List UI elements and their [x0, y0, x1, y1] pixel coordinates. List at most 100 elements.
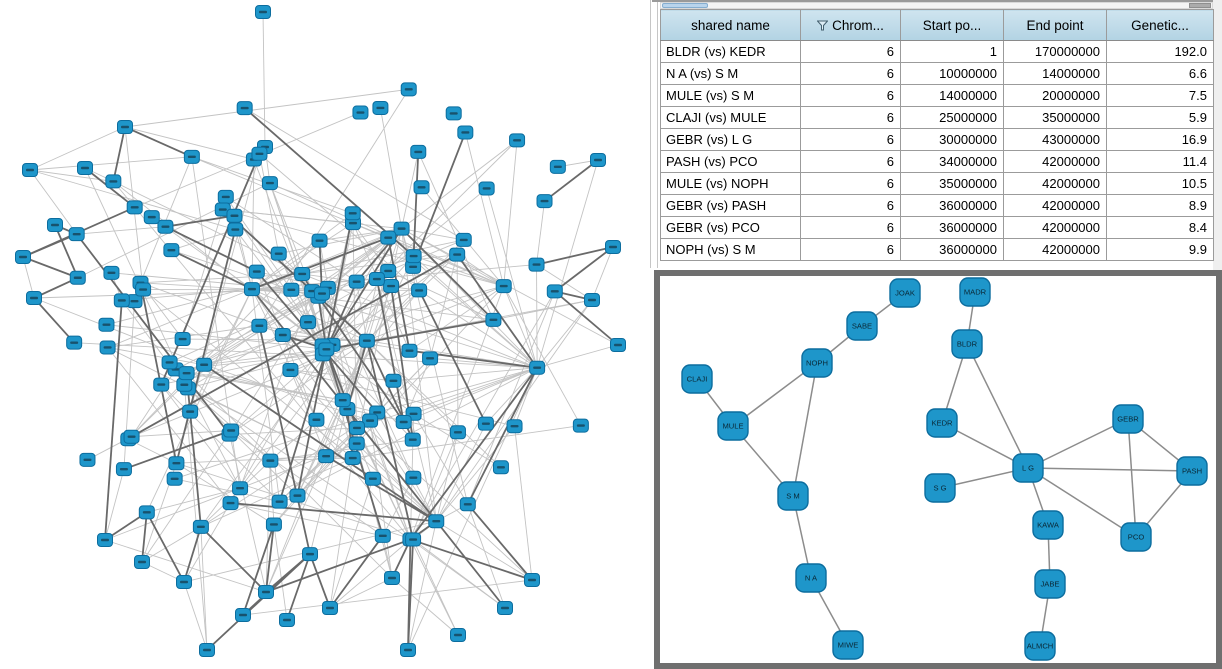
- network-edge[interactable]: [258, 325, 311, 555]
- table-cell[interactable]: 36000000: [900, 238, 1004, 261]
- table-cell[interactable]: 8.4: [1106, 216, 1214, 239]
- network-node[interactable]: [405, 532, 422, 547]
- table-cell[interactable]: 35000000: [1003, 106, 1107, 129]
- network-edge[interactable]: [514, 426, 533, 581]
- network-edge[interactable]: [301, 273, 538, 369]
- network-node[interactable]: [405, 249, 422, 264]
- network-edge[interactable]: [366, 285, 504, 342]
- network-edge-l-g-pco[interactable]: [1027, 467, 1137, 538]
- network-edge[interactable]: [22, 256, 79, 279]
- table-cell[interactable]: BLDR (vs) KEDR: [660, 40, 801, 63]
- network-node[interactable]: [549, 159, 566, 174]
- network-edge[interactable]: [183, 384, 208, 651]
- table-cell[interactable]: 43000000: [1003, 128, 1107, 151]
- network-edge[interactable]: [536, 246, 614, 266]
- network-edge[interactable]: [160, 384, 241, 489]
- network-edge-bldr-l-g[interactable]: [966, 343, 1029, 469]
- node-kedr[interactable]: KEDR: [926, 408, 958, 438]
- network-edge[interactable]: [435, 299, 593, 522]
- table-cell[interactable]: 25000000: [900, 106, 1004, 129]
- network-edge[interactable]: [229, 427, 358, 436]
- network-node[interactable]: [348, 274, 365, 289]
- network-edge[interactable]: [387, 237, 411, 351]
- network-edge[interactable]: [537, 344, 619, 369]
- network-node[interactable]: [605, 240, 621, 254]
- network-edge[interactable]: [393, 367, 538, 382]
- network-node[interactable]: [26, 291, 42, 305]
- network-node[interactable]: [243, 282, 260, 297]
- table-row[interactable]: PASH (vs) PCO 6 34000000 42000000 11.4: [660, 150, 1214, 173]
- network-node[interactable]: [449, 247, 466, 262]
- network-edge[interactable]: [377, 367, 538, 413]
- network-node[interactable]: [584, 293, 600, 307]
- network-node[interactable]: [115, 462, 132, 477]
- network-edge[interactable]: [200, 526, 267, 593]
- network-edge[interactable]: [146, 511, 185, 583]
- network-edge[interactable]: [435, 520, 506, 609]
- network-edge[interactable]: [325, 228, 403, 350]
- network-edge[interactable]: [309, 553, 331, 609]
- node-pco[interactable]: PCO: [1120, 522, 1152, 552]
- network-edge[interactable]: [186, 372, 393, 579]
- network-edge[interactable]: [146, 487, 241, 513]
- network-node[interactable]: [322, 601, 338, 615]
- network-node[interactable]: [262, 453, 279, 468]
- network-node[interactable]: [103, 265, 120, 280]
- table-hscrollbar[interactable]: [660, 2, 1213, 9]
- network-node[interactable]: [270, 246, 287, 261]
- network-edge[interactable]: [104, 539, 267, 593]
- network-edge[interactable]: [456, 254, 459, 433]
- network-edge[interactable]: [352, 222, 410, 351]
- network-edge[interactable]: [291, 289, 538, 369]
- network-edge[interactable]: [29, 169, 78, 235]
- network-edge[interactable]: [401, 228, 464, 241]
- network-edge[interactable]: [401, 139, 518, 229]
- network-edge[interactable]: [464, 132, 505, 287]
- network-node[interactable]: [318, 449, 335, 464]
- network-node[interactable]: [15, 250, 31, 264]
- network-edge[interactable]: [329, 535, 384, 609]
- network-node[interactable]: [455, 232, 472, 247]
- network-node[interactable]: [279, 613, 295, 627]
- table-row[interactable]: MULE (vs) S M 6 14000000 20000000 7.5: [660, 84, 1214, 107]
- network-edge[interactable]: [123, 429, 232, 471]
- network-edge[interactable]: [391, 577, 459, 636]
- network-node[interactable]: [178, 366, 195, 381]
- network-edge[interactable]: [536, 201, 545, 265]
- network-edge[interactable]: [413, 413, 469, 505]
- network-edge[interactable]: [388, 239, 464, 272]
- network-edge[interactable]: [554, 290, 619, 346]
- table-cell[interactable]: 5.9: [1106, 106, 1214, 129]
- network-edge[interactable]: [536, 264, 538, 368]
- network-node[interactable]: [22, 163, 38, 177]
- table-cell[interactable]: 6: [800, 172, 901, 195]
- small-network-panel[interactable]: JOAK MADR SABE BLDR NOPH CLAJI KEDR MULE GEBR L G…: [654, 270, 1222, 669]
- network-node[interactable]: [344, 206, 361, 221]
- network-edge[interactable]: [139, 282, 178, 464]
- network-node[interactable]: [411, 283, 428, 298]
- table-cell[interactable]: 6: [800, 106, 901, 129]
- network-edge[interactable]: [270, 457, 353, 462]
- network-edge[interactable]: [413, 255, 538, 369]
- network-node[interactable]: [176, 377, 193, 392]
- network-edge[interactable]: [317, 296, 358, 444]
- network-node[interactable]: [400, 82, 417, 97]
- network-node[interactable]: [199, 643, 215, 657]
- network-edge[interactable]: [290, 369, 515, 427]
- network-edge[interactable]: [325, 455, 437, 522]
- network-node[interactable]: [301, 547, 318, 562]
- network-node[interactable]: [449, 425, 466, 440]
- network-edge[interactable]: [279, 455, 327, 502]
- network-edge[interactable]: [176, 462, 275, 525]
- network-edge[interactable]: [382, 477, 414, 537]
- network-node[interactable]: [536, 194, 553, 209]
- network-node[interactable]: [235, 608, 251, 622]
- network-edge[interactable]: [200, 344, 333, 528]
- network-node[interactable]: [161, 355, 178, 370]
- network-node[interactable]: [176, 575, 192, 589]
- column-header-genetic-[interactable]: Genetic...: [1106, 9, 1214, 41]
- network-node[interactable]: [105, 174, 122, 189]
- table-cell[interactable]: 34000000: [900, 150, 1004, 173]
- network-node[interactable]: [528, 257, 545, 272]
- node-s-g[interactable]: S G: [924, 473, 956, 503]
